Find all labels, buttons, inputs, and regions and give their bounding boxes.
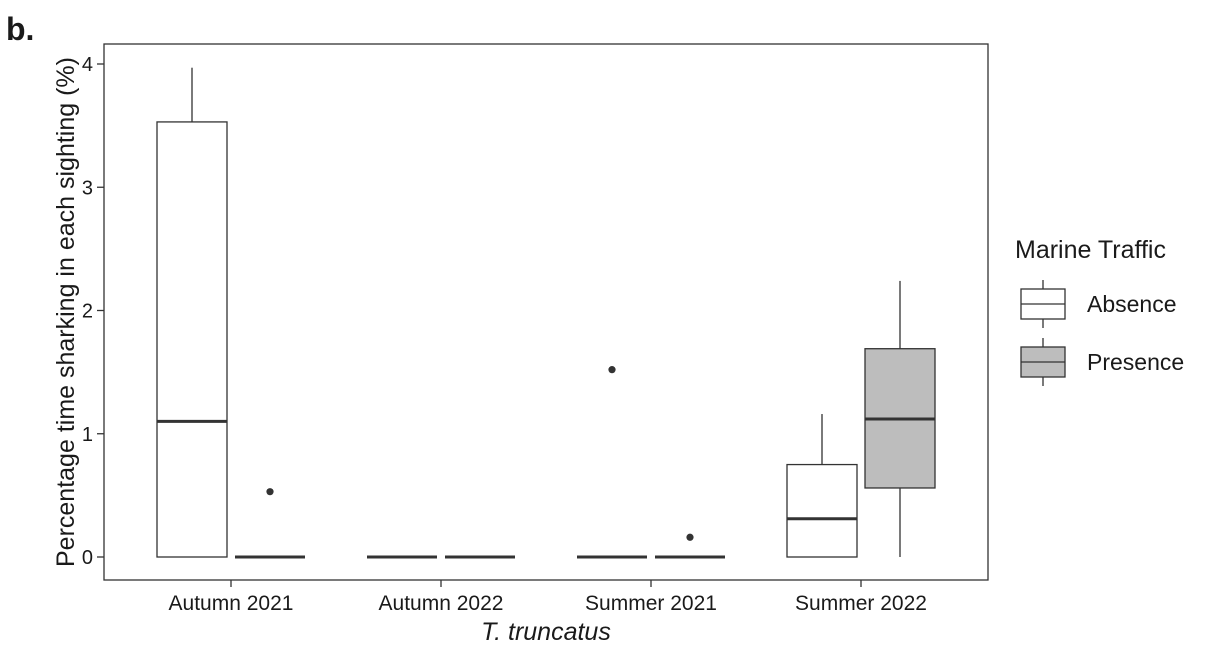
- x-tick-label: Autumn 2022: [379, 592, 504, 615]
- x-tick-label: Summer 2022: [795, 592, 927, 615]
- legend-label: Absence: [1087, 291, 1177, 317]
- legend-key-absence: Absence: [1020, 280, 1177, 328]
- y-tick-label: 2: [82, 301, 93, 323]
- y-tick-label: 1: [82, 424, 93, 446]
- y-axis-title: Percentage time sharking in each sightin…: [52, 57, 80, 567]
- panel-label: b.: [6, 11, 34, 47]
- box: [786, 414, 858, 558]
- x-tick-label: Autumn 2021: [169, 592, 294, 615]
- y-tick-label: 3: [82, 177, 93, 199]
- box-series-absence: [156, 67, 858, 559]
- y-tick-label: 4: [82, 54, 93, 76]
- legend-keys: Absence Presence: [1020, 280, 1184, 386]
- box: [577, 366, 647, 559]
- box-series-group: [156, 67, 936, 559]
- box: [655, 533, 725, 559]
- outlier-point: [266, 488, 274, 496]
- box-series-presence: [235, 280, 936, 559]
- y-tick-label: 0: [82, 547, 93, 569]
- box: [864, 280, 936, 557]
- x-tick-label: Summer 2021: [585, 592, 717, 615]
- legend-label: Presence: [1087, 349, 1184, 375]
- box: [156, 67, 228, 558]
- box-body: [156, 121, 228, 558]
- legend-title: Marine Traffic: [1015, 236, 1166, 264]
- x-axis-title: T. truncatus: [481, 618, 611, 646]
- y-axis: 0 1 2 3 4: [82, 54, 104, 569]
- outlier-point: [686, 533, 694, 541]
- legend-key-presence: Presence: [1020, 338, 1184, 386]
- box: [235, 488, 305, 559]
- x-axis: Autumn 2021 Autumn 2022 Summer 2021 Summer …: [169, 580, 927, 615]
- outlier-point: [608, 366, 616, 374]
- box-body: [786, 463, 858, 558]
- legend: Marine Traffic Absence Presence: [1015, 236, 1184, 386]
